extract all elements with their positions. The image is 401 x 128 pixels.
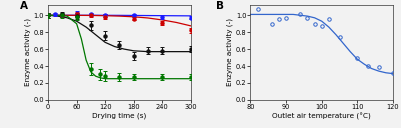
Text: B: B xyxy=(216,1,224,11)
Y-axis label: Enzyme activity (-): Enzyme activity (-) xyxy=(227,18,233,87)
X-axis label: Drying time (s): Drying time (s) xyxy=(92,113,146,119)
Text: A: A xyxy=(20,1,28,11)
Y-axis label: Enzyme activity (-): Enzyme activity (-) xyxy=(24,18,30,87)
X-axis label: Outlet air temperature (°C): Outlet air temperature (°C) xyxy=(272,113,371,120)
